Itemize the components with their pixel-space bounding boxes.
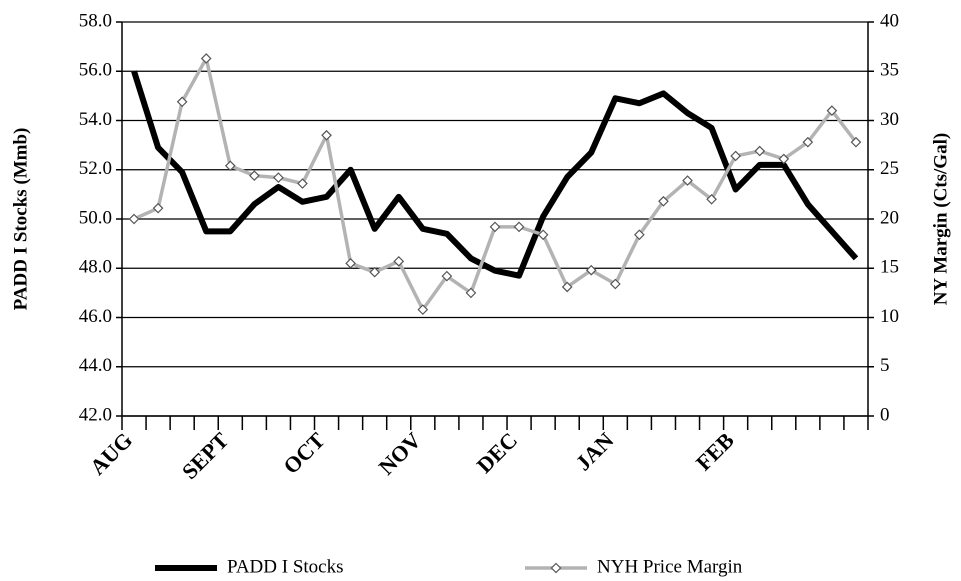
marker — [152, 202, 164, 214]
x-tick-label: NOV — [374, 427, 426, 479]
x-tick-label: JAN — [570, 427, 618, 475]
marker — [345, 257, 356, 269]
marker — [561, 281, 573, 293]
marker — [658, 195, 669, 207]
marker — [706, 193, 717, 205]
marker — [465, 287, 477, 299]
y2-axis-title: NY Margin (Cts/Gal) — [930, 133, 951, 305]
marker — [513, 221, 525, 233]
y-tick-label: 46.0 — [79, 306, 112, 327]
y-tick-label: 50.0 — [79, 207, 112, 228]
marker — [489, 221, 501, 233]
marker — [778, 153, 790, 165]
marker — [224, 160, 236, 172]
y-tick-label: 54.0 — [79, 109, 112, 130]
marker — [585, 264, 597, 276]
legend-marker — [550, 562, 562, 574]
y2-tick-label: 20 — [880, 207, 899, 228]
marker — [369, 266, 381, 278]
marker — [393, 256, 405, 267]
y-tick-label: 48.0 — [79, 257, 112, 278]
y2-tick-label: 35 — [880, 60, 899, 81]
x-tick-label: DEC — [472, 427, 523, 478]
y-tick-label: 42.0 — [79, 404, 112, 425]
x-tick-label: OCT — [278, 427, 330, 479]
marker — [417, 304, 429, 315]
marker — [682, 175, 693, 186]
y2-tick-label: 5 — [880, 355, 890, 376]
marker — [826, 105, 838, 116]
y2-tick-label: 15 — [880, 257, 899, 278]
marker — [249, 170, 260, 182]
marker — [128, 213, 140, 225]
y2-tick-label: 0 — [880, 404, 890, 425]
marker — [802, 136, 814, 148]
y2-tick-label: 40 — [880, 10, 899, 31]
legend-label: PADD I Stocks — [227, 556, 344, 577]
marker — [321, 129, 332, 141]
marker — [176, 96, 188, 108]
marker — [730, 150, 741, 162]
marker — [297, 178, 308, 189]
marker — [537, 229, 549, 241]
x-tick-label: FEB — [691, 427, 739, 475]
marker — [850, 136, 862, 148]
y2-tick-label: 25 — [880, 158, 899, 179]
y-axis-title: PADD I Stocks (Mmb) — [10, 128, 31, 311]
series-line — [131, 70, 859, 279]
marker — [609, 278, 621, 290]
y2-tick-label: 30 — [880, 109, 899, 130]
x-tick-label: SEPT — [177, 427, 234, 484]
marker — [200, 53, 212, 64]
legend-label: NYH Price Margin — [597, 556, 743, 577]
marker — [273, 172, 284, 183]
marker — [634, 229, 645, 241]
marker — [441, 270, 453, 282]
y-tick-label: 56.0 — [79, 60, 112, 81]
y2-tick-label: 10 — [880, 306, 899, 327]
y-tick-label: 58.0 — [79, 10, 112, 31]
x-tick-label: AUG — [85, 427, 137, 479]
y-tick-label: 44.0 — [79, 355, 112, 376]
y-tick-label: 52.0 — [79, 158, 112, 179]
marker — [754, 145, 766, 157]
